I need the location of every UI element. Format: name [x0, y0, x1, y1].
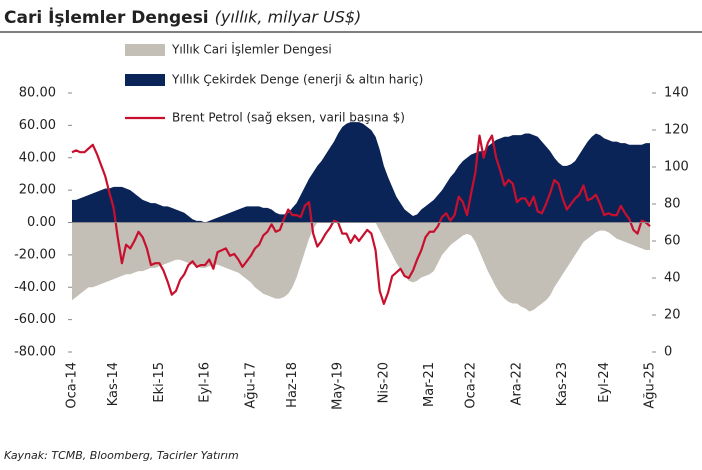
chart-title: Cari İşlemler Dengesi	[4, 6, 209, 28]
x-tick-label: Kas-14	[106, 362, 121, 406]
x-tick-label: Eyl-24	[597, 362, 612, 403]
legend-label: Yıllık Çekirdek Denge (enerji & altın ha…	[171, 73, 423, 87]
area	[72, 209, 650, 312]
chart-subtitle: (yıllık, milyar US$)	[215, 8, 362, 27]
x-tick-label: Ara-22	[509, 362, 524, 405]
x-tick-label: May-19	[331, 362, 346, 410]
y2-tick-label: 20	[664, 308, 681, 323]
legend-swatch	[125, 74, 165, 86]
x-tick-label: Eyl-16	[198, 362, 213, 403]
x-tick-label: Ağu-17	[243, 362, 258, 409]
legend-label: Yıllık Cari İşlemler Dengesi	[171, 42, 332, 57]
y2-tick-label: 0	[664, 345, 672, 360]
y-tick-label: 20.00	[19, 183, 56, 198]
y2-tick-label: 40	[664, 271, 681, 286]
line	[71, 134, 651, 305]
legend-label: Brent Petrol (sağ eksen, varil başına $)	[172, 111, 405, 125]
x-tick-label: Eki-15	[152, 362, 167, 403]
x-tick-label: Kas-23	[555, 362, 570, 406]
area	[72, 122, 650, 223]
legend-swatch	[125, 44, 165, 56]
x-tick-label: Mar-21	[422, 362, 437, 407]
source-note: Kaynak: TCMB, Bloomberg, Tacirler Yatırı…	[4, 449, 239, 462]
y-tick-label: -40.00	[14, 280, 56, 295]
y-tick-label: 0.00	[27, 215, 56, 230]
x-tick-label: Haz-18	[285, 362, 300, 408]
x-tick-label: Ağu-25	[643, 362, 658, 409]
y-tick-label: 40.00	[19, 150, 56, 165]
x-tick-label: Nis-20	[376, 362, 391, 403]
y-tick-label: -60.00	[14, 312, 56, 327]
y2-tick-label: 140	[664, 86, 689, 101]
y-tick-label: -80.00	[14, 345, 56, 360]
x-tick-label: Oca-22	[464, 362, 479, 409]
y-tick-label: 80.00	[19, 86, 56, 101]
x-tick-label: Oca-14	[65, 362, 80, 409]
y2-tick-label: 60	[664, 234, 681, 249]
y2-tick-label: 80	[664, 197, 681, 212]
y2-tick-label: 100	[664, 160, 689, 175]
y2-tick-label: 120	[664, 123, 689, 138]
y-tick-label: -20.00	[14, 247, 56, 262]
y-tick-label: 60.00	[19, 118, 56, 133]
